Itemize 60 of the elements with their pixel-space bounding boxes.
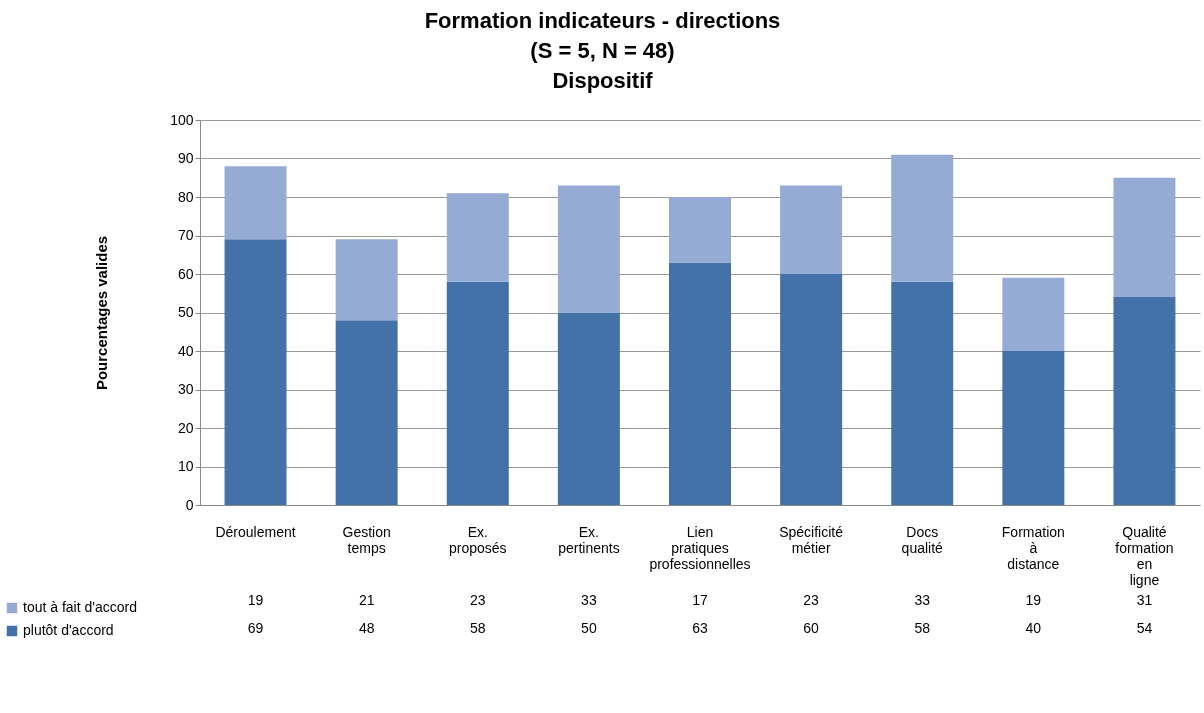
data-label: 31 xyxy=(1136,592,1153,608)
bar xyxy=(1002,277,1065,351)
x-tick-label: Ex. pertinents xyxy=(558,523,620,556)
y-axis-title: Pourcentages valides xyxy=(93,235,111,391)
x-tick-label: Gestion temps xyxy=(342,523,391,556)
y-tick-label: 0 xyxy=(185,496,194,513)
data-label: 63 xyxy=(692,620,708,636)
data-label: 58 xyxy=(914,620,931,636)
bar xyxy=(891,154,954,282)
bar xyxy=(224,166,287,240)
data-label: 23 xyxy=(469,592,486,608)
data-label: 17 xyxy=(692,592,708,608)
data-label: 23 xyxy=(803,592,820,608)
x-tick-label: Lien pratiques professionnelles xyxy=(649,523,751,572)
data-label: 19 xyxy=(1025,592,1042,608)
bar xyxy=(1002,351,1065,505)
data-label: 58 xyxy=(469,620,486,636)
y-tick-label: 70 xyxy=(177,227,194,243)
data-label: 54 xyxy=(1136,620,1153,636)
x-tick-label: Formation à distance xyxy=(1001,523,1065,572)
data-label: 69 xyxy=(247,620,264,636)
data-label: 19 xyxy=(247,592,264,608)
data-label: 60 xyxy=(803,620,820,636)
legend-label: plutôt d'accord xyxy=(23,622,114,638)
bar xyxy=(446,281,509,505)
x-tick-label: Ex. proposés xyxy=(448,523,507,556)
data-label: 21 xyxy=(358,592,375,608)
bar xyxy=(669,262,731,505)
y-tick-label: 90 xyxy=(177,150,194,166)
bar xyxy=(335,239,398,321)
data-label: 50 xyxy=(581,620,597,636)
bar xyxy=(224,239,287,505)
bar xyxy=(335,320,398,505)
data-label: 33 xyxy=(914,592,931,608)
y-tick-label: 10 xyxy=(177,458,194,474)
bar xyxy=(780,185,843,274)
x-tick-label: Qualité formation en ligne xyxy=(1115,523,1174,588)
bar xyxy=(891,281,954,505)
y-tick-label: 20 xyxy=(177,419,194,436)
legend-label: tout à fait d'accord xyxy=(23,599,137,615)
bar xyxy=(780,274,843,505)
x-tick-label: Déroulement xyxy=(215,523,296,540)
y-tick-label: 40 xyxy=(177,342,194,359)
chart-title: Formation indicateurs - directions (S = 5, N = 48) Dispositif xyxy=(424,8,781,93)
bar xyxy=(557,312,620,505)
y-tick-label: 80 xyxy=(177,188,194,205)
data-label: 40 xyxy=(1025,620,1042,636)
y-tick-label: 100 xyxy=(170,111,194,128)
data-label: 48 xyxy=(358,620,375,636)
x-tick-label: Spécificité métier xyxy=(779,523,844,556)
bar xyxy=(1113,177,1176,298)
bar xyxy=(669,197,731,263)
data-label: 33 xyxy=(581,592,597,608)
bar xyxy=(446,193,509,282)
y-tick-label: 30 xyxy=(177,381,194,397)
x-tick-label: Docs qualité xyxy=(901,523,944,556)
bar xyxy=(1113,297,1176,505)
bar xyxy=(557,185,620,313)
y-tick-label: 50 xyxy=(177,304,194,320)
y-tick-label: 60 xyxy=(177,265,194,282)
